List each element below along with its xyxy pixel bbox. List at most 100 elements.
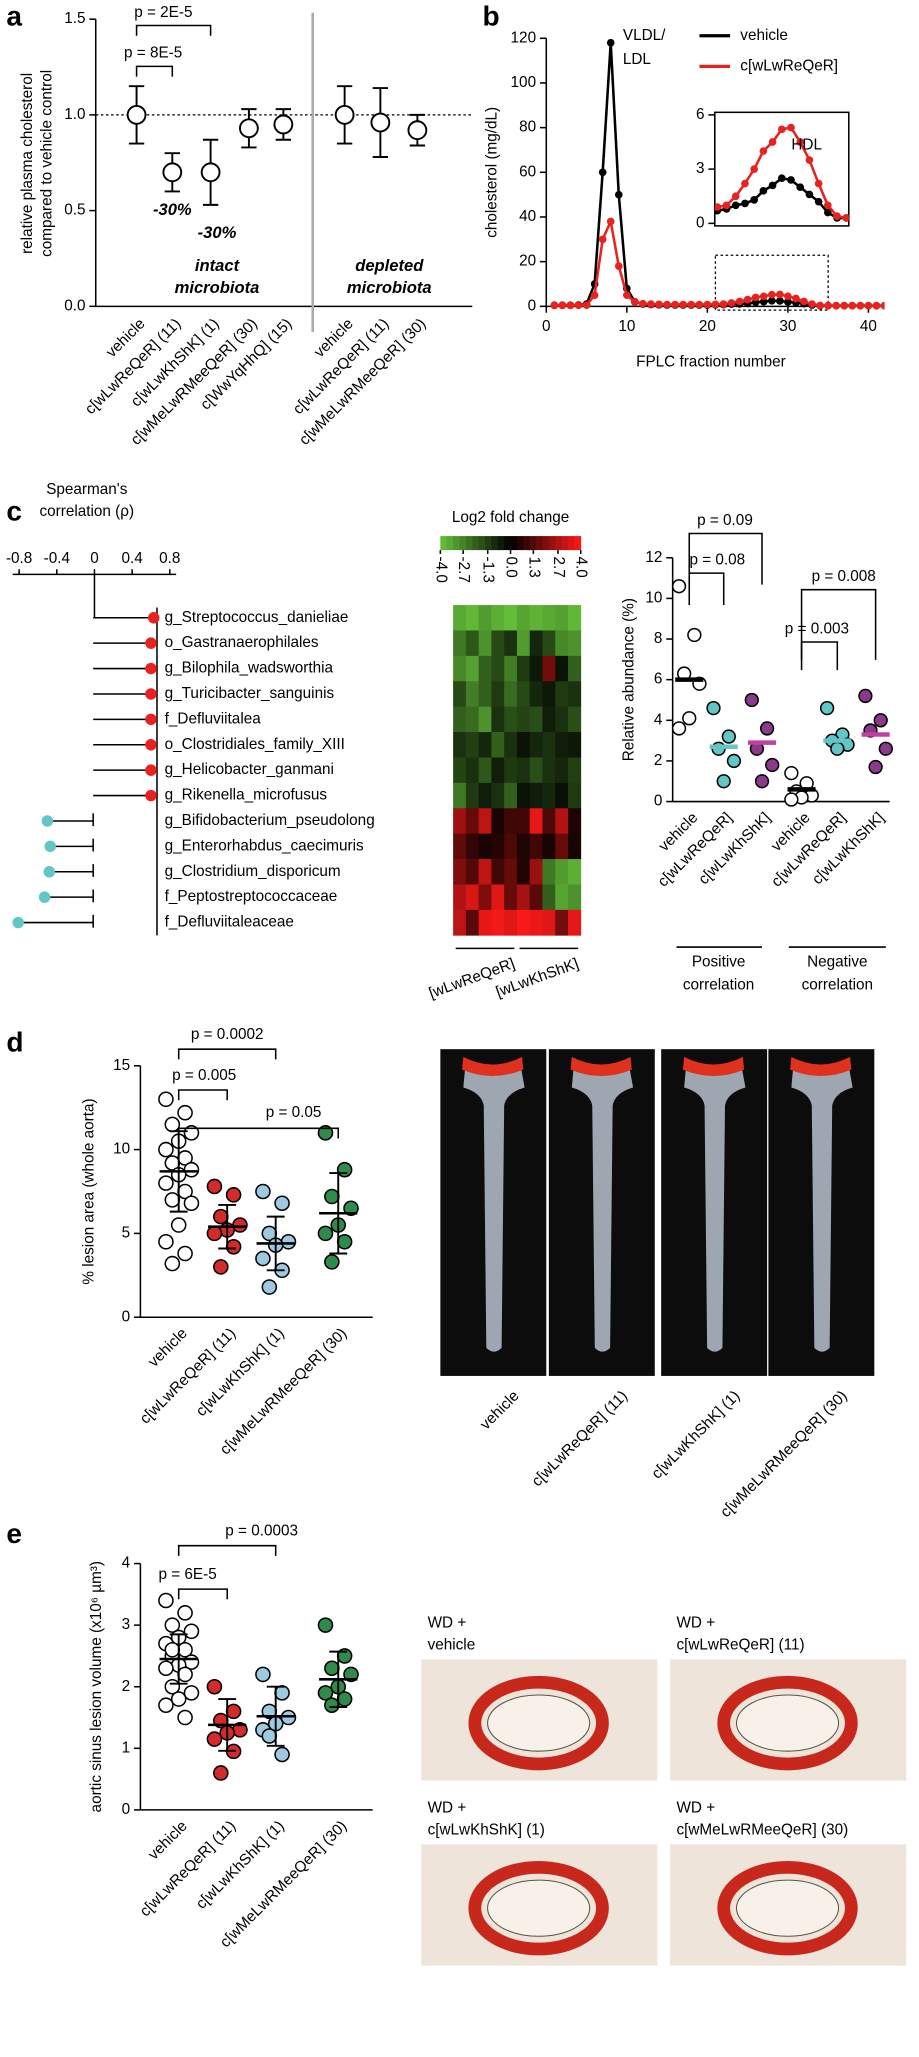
- data-point: [805, 156, 814, 164]
- heatmap-cell: [453, 757, 467, 784]
- heatmap-cell: [465, 909, 480, 936]
- data-point: [164, 1192, 181, 1208]
- category-label: g_Enterorhabdus_caecimuris: [165, 837, 364, 854]
- image-caption: WD +: [428, 1615, 467, 1632]
- data-point: [566, 210, 574, 218]
- data-point: [735, 297, 744, 306]
- heatmap-cell: [555, 808, 569, 835]
- category-label: o_Clostridiales_family_XIII: [165, 736, 345, 753]
- heatmap-cell: [516, 859, 531, 885]
- data-point: [787, 176, 795, 184]
- image-caption: c[wLwReQeR] (11): [676, 1636, 804, 1653]
- error-bar: [266, 1685, 285, 1747]
- significance-bracket: [800, 588, 877, 660]
- category-label: g_Rikenella_microfusus: [165, 787, 328, 804]
- data-point: [731, 192, 740, 201]
- colorbar-step: [440, 536, 448, 551]
- heatmap-cell: [529, 808, 543, 835]
- annotation: HDL: [791, 137, 822, 154]
- x-tick-label: 10: [618, 318, 635, 335]
- group-label: Negative: [807, 953, 867, 970]
- data-point: [787, 123, 795, 132]
- colorbar-step: [453, 536, 460, 551]
- data-point: [796, 183, 805, 192]
- data-point: [177, 1709, 193, 1726]
- lollipop-point: [145, 637, 157, 649]
- y-tick-label: 10: [113, 1141, 130, 1158]
- heatmap-cell: [504, 681, 518, 708]
- aorta-shape: [571, 1059, 634, 1352]
- data-point: [621, 183, 629, 191]
- heatmap-cell: [453, 909, 467, 936]
- heatmap-cell: [516, 782, 531, 809]
- colorbar-step: [478, 536, 486, 551]
- data-point: [274, 1195, 290, 1212]
- data-point: [856, 301, 865, 310]
- heatmap-cell: [465, 808, 480, 835]
- heatmap-cell: [465, 732, 480, 758]
- heatmap-cell: [453, 808, 467, 835]
- heatmap-cell: [465, 655, 480, 682]
- data-point: [206, 1225, 223, 1242]
- heatmap-cell: [529, 757, 543, 784]
- colorbar-step: [529, 536, 537, 551]
- data-point: [840, 301, 849, 310]
- data-point: [183, 1195, 200, 1212]
- y-tick-label: 1.5: [64, 10, 85, 27]
- data-point: [582, 301, 591, 310]
- data-point: [784, 298, 792, 306]
- data-point: [852, 214, 860, 222]
- mean-point: [370, 112, 391, 133]
- data-point: [907, 214, 915, 222]
- data-point: [317, 1125, 334, 1141]
- colorbar-tick-label: 4.0: [573, 556, 590, 577]
- colorbar-step: [523, 536, 531, 551]
- y-tick-label: 0: [654, 793, 663, 810]
- heatmap-cell: [555, 706, 569, 733]
- category-label: g_Bifidobacterium_pseudolong: [165, 812, 375, 829]
- data-point: [830, 741, 845, 756]
- heatmap-cell: [516, 681, 531, 708]
- data-point: [183, 1161, 200, 1178]
- data-point: [888, 214, 896, 222]
- heatmap-cell: [555, 782, 569, 809]
- data-point: [566, 301, 575, 310]
- data-point: [898, 214, 906, 222]
- data-point: [888, 214, 896, 222]
- data-point: [606, 217, 615, 226]
- data-point: [336, 1691, 353, 1707]
- heatmap-cell: [453, 859, 467, 885]
- heatmap-cell: [478, 859, 492, 885]
- data-point: [808, 300, 816, 308]
- group-label: correlation: [683, 976, 754, 993]
- heatmap-cell: [567, 833, 582, 860]
- heatmap-cell: [516, 732, 531, 758]
- heatmap-cell: [567, 757, 582, 784]
- heatmap-cell: [465, 681, 480, 708]
- data-point: [870, 214, 878, 222]
- y-tick-label: 1.0: [64, 106, 85, 123]
- y-tick-label: 40: [519, 208, 536, 225]
- data-point: [750, 196, 758, 204]
- x-tick-label: -0.8: [6, 550, 32, 567]
- data-point: [719, 300, 728, 308]
- heatmap-cell: [491, 732, 505, 758]
- x-tick-label: c[wMeLwRMeeQeR] (30): [217, 1325, 350, 1458]
- y-tick-label: 80: [519, 119, 536, 136]
- heatmap-cell: [529, 909, 543, 936]
- data-point: [658, 209, 666, 217]
- heatmap-cell: [478, 757, 492, 784]
- colorbar-tick-label: -2.7: [455, 556, 472, 582]
- data-point: [744, 692, 759, 708]
- data-point: [261, 1728, 278, 1744]
- heatmap-cell: [567, 859, 582, 885]
- data-point: [183, 1125, 200, 1141]
- heatmap-cell: [478, 630, 492, 657]
- heatmap-cell: [542, 732, 556, 758]
- data-point: [343, 1200, 359, 1217]
- heatmap-cell: [516, 909, 531, 936]
- group-label: correlation: [802, 976, 873, 993]
- data-point: [716, 774, 731, 789]
- significance-bracket: [135, 65, 174, 77]
- y-axis-title: cholesterol (mg/dL): [484, 107, 501, 238]
